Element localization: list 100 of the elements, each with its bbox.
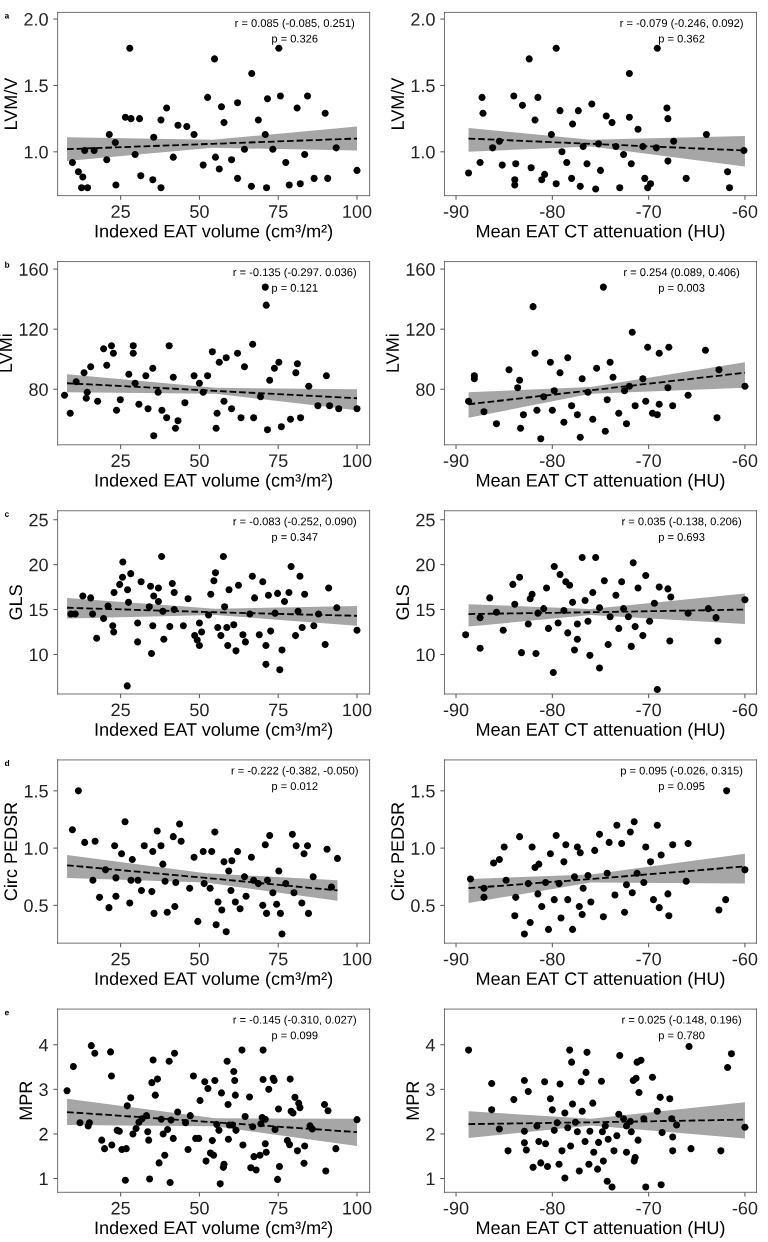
y-tick-label: 2 [39,1127,48,1141]
x-tick-label: -70 [636,1201,661,1215]
chart-title: c [4,512,9,517]
y-tick-label: 2.0 [24,12,48,26]
x-tick-label: 100 [343,1201,372,1215]
x-tick-label: 25 [111,454,130,468]
y-tick-label: 10 [29,648,48,662]
x-tick-label: -90 [443,703,469,717]
x-axis-title: Indexed EAT volume (cm³/m²) [95,224,333,242]
x-tick-label: 25 [111,1201,130,1215]
y-tick-label: 1.0 [24,842,48,855]
x-tick-label: -60 [732,703,758,717]
y-tick-label: 1.0 [411,842,435,855]
y-axis-title: Circ PEDSR [3,802,18,901]
x-tick-label: 100 [343,454,372,468]
x-tick-label: -80 [540,703,565,717]
y-tick-label: 15 [416,603,435,617]
x-tick-label: 25 [111,205,130,218]
x-axis-title: Indexed EAT volume (cm³/m²) [95,971,333,989]
y-tick-label: 80 [416,383,435,396]
x-tick-label: 50 [190,703,209,717]
y-tick-label: 1.0 [411,145,435,159]
x-tick-label: -90 [443,952,469,966]
y-tick-label: 15 [29,603,48,617]
y-axis-title: GLS [9,585,23,620]
annotation: p = 0.003 [658,283,705,294]
annotation: r = -0.145 (-0.310, 0.027) [233,1015,356,1026]
x-tick-label: 50 [190,454,209,468]
y-tick-label: 160 [406,263,435,276]
y-tick-label: 2.0 [411,12,435,26]
chart-title: a [4,13,10,19]
x-tick-label: 100 [343,703,372,717]
y-tick-label: 1.5 [24,79,48,93]
y-tick-label: 1.5 [411,784,435,798]
x-tick-label: 25 [111,703,130,717]
x-tick-label: -60 [732,205,758,218]
x-tick-label: -80 [540,1201,565,1215]
annotation: p = 0.347 [272,533,318,544]
annotation: p = 0.362 [658,34,705,45]
annotation: p = 0.099 [272,1031,318,1042]
annotation: r = 0.035 (-0.138, 0.206) [622,517,741,528]
y-tick-label: 120 [406,323,435,336]
chart-title: d [4,759,10,767]
x-tick-label: -70 [636,454,661,468]
x-tick-label: -70 [636,205,661,218]
x-tick-label: 75 [269,205,288,218]
y-tick-label: 10 [416,648,435,662]
y-tick-label: 4 [425,1038,435,1052]
y-tick-label: 0.5 [24,899,48,913]
annotation: r = -0.083 (-0.252, 0.090) [233,517,356,528]
annotation: p = 0.095 [658,782,705,793]
annotation: p = 0.012 [272,782,318,793]
y-axis-title: MPR [19,1081,33,1120]
x-tick-label: -80 [540,952,565,966]
x-axis-title: Mean EAT CT attenuation (HU) [477,473,725,491]
y-tick-label: 1 [426,1172,435,1186]
y-tick-label: 20 [29,558,48,572]
x-tick-label: 75 [269,952,288,966]
x-tick-label: 25 [111,952,130,966]
y-tick-label: 20 [416,558,435,572]
y-tick-label: 120 [19,323,48,336]
x-axis-title: Mean EAT CT attenuation (HU) [477,1220,725,1238]
y-tick-label: 160 [19,263,48,276]
x-axis-title: Indexed EAT volume (cm³/m²) [95,722,333,740]
y-tick-label: 3 [426,1083,435,1097]
annotation: r = 0.254 (0.089, 0.406) [624,268,740,279]
y-axis-title: LVMi [385,334,399,372]
x-tick-label: 100 [343,952,372,966]
x-axis-title: Mean EAT CT attenuation (HU) [477,971,725,989]
annotation: r = -0.222 (-0.382, -0.050) [231,766,358,777]
x-tick-label: -60 [732,952,758,966]
x-tick-label: 75 [269,454,288,468]
y-tick-label: 25 [29,513,48,527]
annotation: r = -0.079 (-0.246, 0.092) [620,18,743,30]
x-tick-label: 50 [190,1201,209,1215]
y-axis-title: Circ PEDSR [390,802,405,901]
x-axis-title: Mean EAT CT attenuation (HU) [477,224,725,242]
y-tick-label: 2 [426,1127,435,1141]
y-tick-label: 4 [38,1038,49,1052]
x-tick-label: -60 [732,454,758,468]
y-axis-title: MPR [406,1081,419,1120]
x-tick-label: 50 [190,205,209,218]
y-tick-label: 1 [39,1172,48,1186]
y-tick-label: 1.5 [411,79,435,93]
annotation: r = 0.025 (-0.148, 0.196) [622,1015,741,1026]
annotation: p = 0.693 [658,533,705,544]
x-tick-label: -90 [443,454,469,468]
x-tick-label: -60 [732,1201,758,1215]
chart-title: b [5,261,10,268]
x-tick-label: -70 [636,952,661,966]
chart-title: e [4,1010,9,1016]
y-axis-title: LVM/V [3,77,18,129]
x-tick-label: -80 [540,205,565,218]
x-axis-title: Indexed EAT volume (cm³/m²) [95,473,333,491]
x-tick-label: 100 [343,205,372,218]
annotation: r = 0.085 (-0.085, 0.251) [235,18,355,30]
x-axis-title: Indexed EAT volume (cm³/m²) [95,1220,333,1238]
annotation: p = 0.121 [272,283,318,294]
y-tick-label: 0.5 [411,899,435,913]
annotation: p = 0.095 (-0.026, 0.315) [621,766,743,777]
